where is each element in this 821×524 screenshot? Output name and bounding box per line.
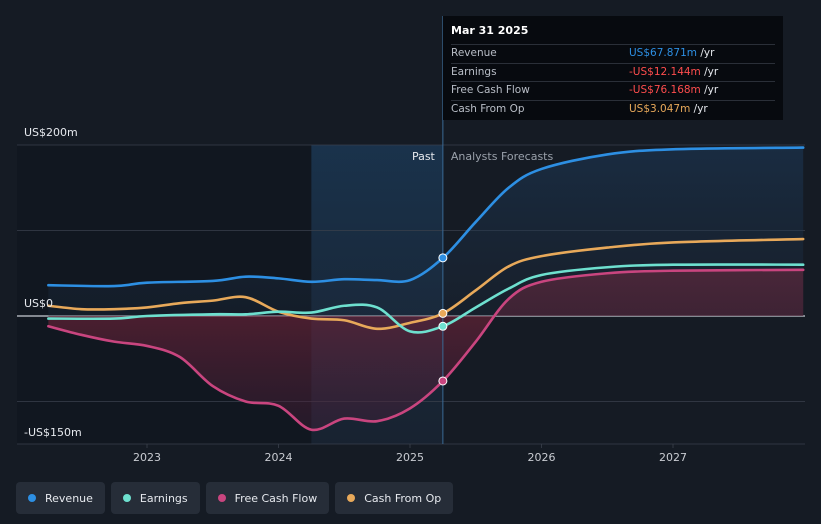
tooltip-row-unit: /yr: [697, 47, 715, 59]
marker-cash-from-op: [438, 308, 448, 318]
marker-revenue: [438, 253, 448, 263]
legend-dot-icon: [28, 494, 36, 502]
forecast-label: Analysts Forecasts: [451, 150, 554, 163]
legend-label: Revenue: [45, 491, 93, 505]
x-tick-label: 2025: [396, 451, 424, 464]
x-tick-label: 2024: [265, 451, 293, 464]
y-tick-label: -US$150m: [24, 426, 82, 439]
x-tick-label: 2023: [133, 451, 161, 464]
series-line-free-cash-flow: [47, 268, 805, 432]
y-tick-label: US$0: [24, 297, 53, 310]
tooltip-row: Revenue US$67.871m /yr: [451, 44, 775, 63]
legend-label: Cash From Op: [364, 491, 442, 505]
marker-free-cash-flow: [438, 376, 448, 386]
legend-item-earnings[interactable]: Earnings: [110, 482, 200, 514]
tooltip-row-unit: /yr: [700, 84, 719, 96]
legend-item-revenue[interactable]: Revenue: [16, 482, 105, 514]
x-tick-label: 2027: [659, 451, 687, 464]
tooltip-row-label: Revenue: [451, 47, 497, 59]
marker-earnings: [438, 321, 448, 331]
tooltip-row: Earnings -US$12.144m /yr: [451, 62, 775, 82]
legend-label: Earnings: [139, 491, 188, 505]
legend-item-free-cash-flow[interactable]: Free Cash Flow: [205, 482, 330, 514]
legend-dot-icon: [347, 494, 356, 502]
x-tick-label: 2026: [528, 451, 556, 464]
tooltip-row-value: -US$12.144m: [629, 65, 701, 78]
tooltip-date: Mar 31 2025: [451, 24, 529, 37]
tooltip-row: Free Cash Flow -US$76.168m /yr: [451, 81, 775, 100]
tooltip-row-label: Cash From Op: [451, 102, 525, 115]
series-line-revenue: [47, 146, 805, 288]
tooltip-row: Cash From Op US$3.047m /yr: [451, 99, 775, 119]
tooltip-row-unit: /yr: [700, 65, 719, 78]
tooltip-row-label: Free Cash Flow: [451, 84, 530, 96]
series-line-cash-from-op: [47, 237, 805, 331]
tooltip-row-unit: /yr: [690, 102, 708, 115]
legend: Revenue Earnings Free Cash Flow Cash From O…: [16, 482, 454, 516]
past-label: Past: [412, 150, 436, 163]
y-tick-label: US$200m: [24, 126, 78, 139]
tooltip: Mar 31 2025 Revenue US$67.871m /yr Earning…: [443, 16, 783, 120]
tooltip-row-value: -US$76.168m: [629, 84, 701, 96]
legend-item-cash-from-op[interactable]: Cash From Op: [335, 482, 454, 514]
series-line-earnings: [47, 263, 805, 334]
legend-dot-icon: [122, 494, 131, 502]
tooltip-row-value: US$3.047m: [629, 102, 691, 115]
tooltip-row-value: US$67.871m: [629, 47, 697, 59]
tooltip-row-label: Earnings: [451, 65, 497, 78]
legend-label: Free Cash Flow: [234, 491, 318, 505]
legend-dot-icon: [217, 494, 226, 502]
